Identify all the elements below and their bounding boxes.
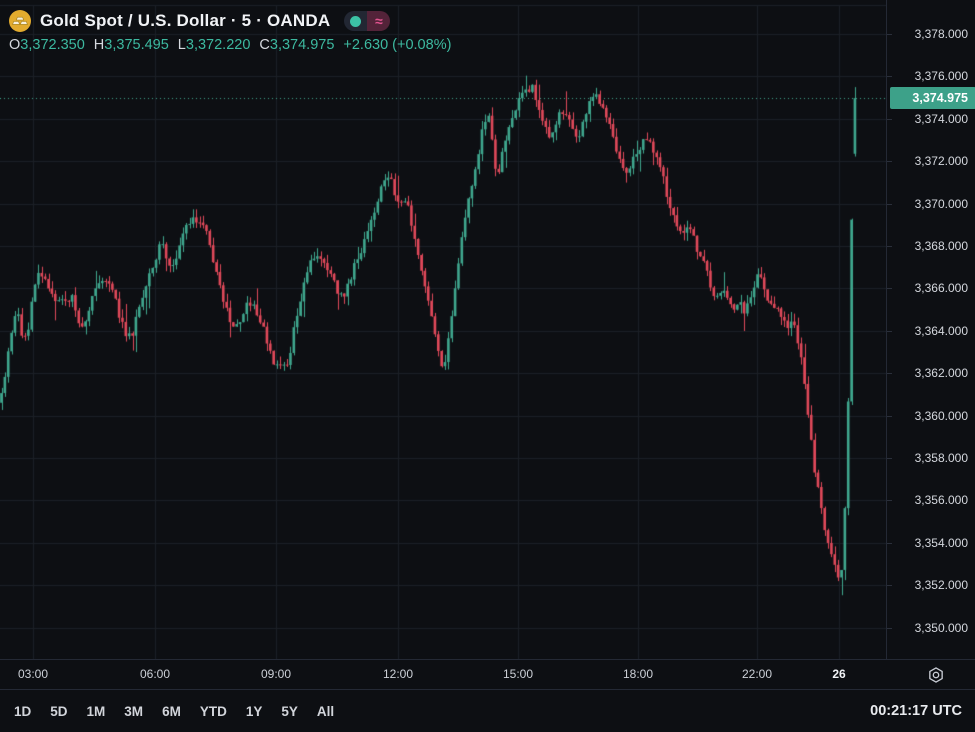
price-axis-tick bbox=[887, 161, 892, 163]
market-status-toggle[interactable]: ≈ bbox=[344, 11, 391, 31]
price-axis-tick bbox=[887, 118, 892, 120]
ohlc-item: L3,372.220 bbox=[178, 37, 251, 53]
price-axis-tick bbox=[887, 330, 892, 332]
ohlc-value: 3,372.350 bbox=[20, 37, 85, 53]
symbol-row: Gold Spot / U.S. Dollar · 5 · OANDA ≈ bbox=[9, 8, 451, 34]
price-axis-label: 3,358.000 bbox=[914, 451, 968, 465]
price-axis-label: 3,368.000 bbox=[914, 239, 968, 253]
ohlc-item: H3,375.495 bbox=[94, 37, 169, 53]
range-button-1y[interactable]: 1Y bbox=[245, 703, 263, 719]
price-axis-tick bbox=[887, 585, 892, 587]
time-axis[interactable]: 03:00 06:00 09:00 12:00 15:00 18:00 22:00 26 bbox=[0, 659, 975, 690]
ohlc-key: C bbox=[259, 37, 270, 53]
ohlc-value: 3,374.975 bbox=[269, 37, 335, 53]
ohlc-key: H bbox=[93, 37, 105, 53]
bottom-toolbar: 1D 5D 1M 3M 6M YTD 1Y 5Y All 00:21:17 UTC bbox=[0, 690, 975, 732]
range-button-3m[interactable]: 3M bbox=[124, 703, 144, 719]
range-button-5d[interactable]: 5D bbox=[50, 703, 68, 719]
price-axis-tick bbox=[887, 203, 892, 205]
ohlc-readout: O3,372.350 H3,375.495 L3,372.220 C3,374.975… bbox=[9, 37, 451, 53]
range-button-1m[interactable]: 1M bbox=[86, 703, 106, 719]
range-button-5y[interactable]: 5Y bbox=[281, 703, 298, 719]
time-axis-label[interactable]: 06:00 bbox=[139, 667, 171, 681]
ohlc-key: L bbox=[177, 37, 186, 53]
price-axis-label: 3,366.000 bbox=[914, 281, 968, 296]
range-selector: 1D 5D 1M 3M 6M YTD 1Y 5Y All bbox=[14, 704, 353, 719]
price-axis-tick bbox=[887, 246, 892, 247]
price-axis-label: 3,372.000 bbox=[914, 154, 968, 169]
price-axis[interactable]: 3,374.975 3,378.000 3,376.000 3,374.000 3,3… bbox=[886, 0, 975, 659]
time-axis-label[interactable]: 22:00 bbox=[741, 667, 773, 681]
price-axis-tick bbox=[887, 627, 892, 629]
axis-settings-gear-icon[interactable] bbox=[927, 666, 945, 684]
price-axis-label: 3,376.000 bbox=[914, 69, 968, 84]
price-axis-label: 3,352.000 bbox=[914, 578, 968, 593]
range-button-1d[interactable]: 1D bbox=[14, 703, 32, 719]
price-axis-tick bbox=[887, 415, 892, 417]
ohlc-key: O bbox=[9, 37, 21, 53]
time-axis-label[interactable]: 26 bbox=[832, 667, 846, 681]
price-axis-label: 3,354.000 bbox=[914, 535, 968, 550]
time-axis-label[interactable]: 09:00 bbox=[260, 667, 292, 681]
price-axis-label: 3,350.000 bbox=[914, 620, 968, 635]
symbol-title[interactable]: Gold Spot / U.S. Dollar · 5 · OANDA bbox=[40, 11, 331, 30]
price-axis-label: 3,360.000 bbox=[914, 408, 968, 423]
time-axis-label[interactable]: 18:00 bbox=[622, 667, 654, 681]
price-axis-tick bbox=[887, 458, 892, 459]
price-axis-tick bbox=[887, 373, 892, 375]
range-button-6m[interactable]: 6M bbox=[162, 703, 181, 719]
chart-legend: Gold Spot / U.S. Dollar · 5 · OANDA ≈ O3… bbox=[9, 8, 451, 53]
ohlc-item: O3,372.350 bbox=[9, 37, 85, 53]
price-axis-tick bbox=[887, 288, 892, 290]
price-axis-tick bbox=[887, 542, 892, 544]
market-open-dot-icon[interactable] bbox=[344, 11, 368, 31]
time-axis-label[interactable]: 03:00 bbox=[17, 667, 49, 681]
time-axis-label[interactable]: 12:00 bbox=[382, 667, 414, 681]
range-button-ytd[interactable]: YTD bbox=[199, 703, 227, 719]
price-axis-label: 3,378.000 bbox=[914, 27, 968, 41]
price-axis-tick bbox=[887, 34, 892, 35]
ohlc-value: 3,372.220 bbox=[185, 37, 251, 53]
clock-utc[interactable]: 00:21:17 UTC bbox=[870, 703, 962, 719]
ohlc-item: C3,374.975 bbox=[259, 37, 334, 53]
price-axis-label: 3,374.000 bbox=[914, 111, 968, 126]
price-axis-tick bbox=[887, 500, 892, 502]
ohlc-value: 3,375.495 bbox=[104, 37, 169, 53]
gold-symbol-icon bbox=[9, 10, 31, 32]
price-axis-tick bbox=[887, 76, 892, 78]
price-axis-label: 3,370.000 bbox=[914, 196, 968, 211]
price-axis-label: 3,364.000 bbox=[914, 323, 968, 338]
price-axis-label: 3,356.000 bbox=[914, 493, 968, 508]
approx-wave-icon[interactable]: ≈ bbox=[367, 11, 391, 31]
price-axis-label: 3,362.000 bbox=[914, 366, 968, 381]
range-button-all[interactable]: All bbox=[316, 703, 335, 719]
change-value: +2.630 (+0.08%) bbox=[343, 37, 452, 53]
candlestick-chart-canvas[interactable] bbox=[0, 0, 886, 659]
last-price-badge: 3,374.975 bbox=[890, 87, 975, 110]
time-axis-label[interactable]: 15:00 bbox=[502, 667, 534, 681]
